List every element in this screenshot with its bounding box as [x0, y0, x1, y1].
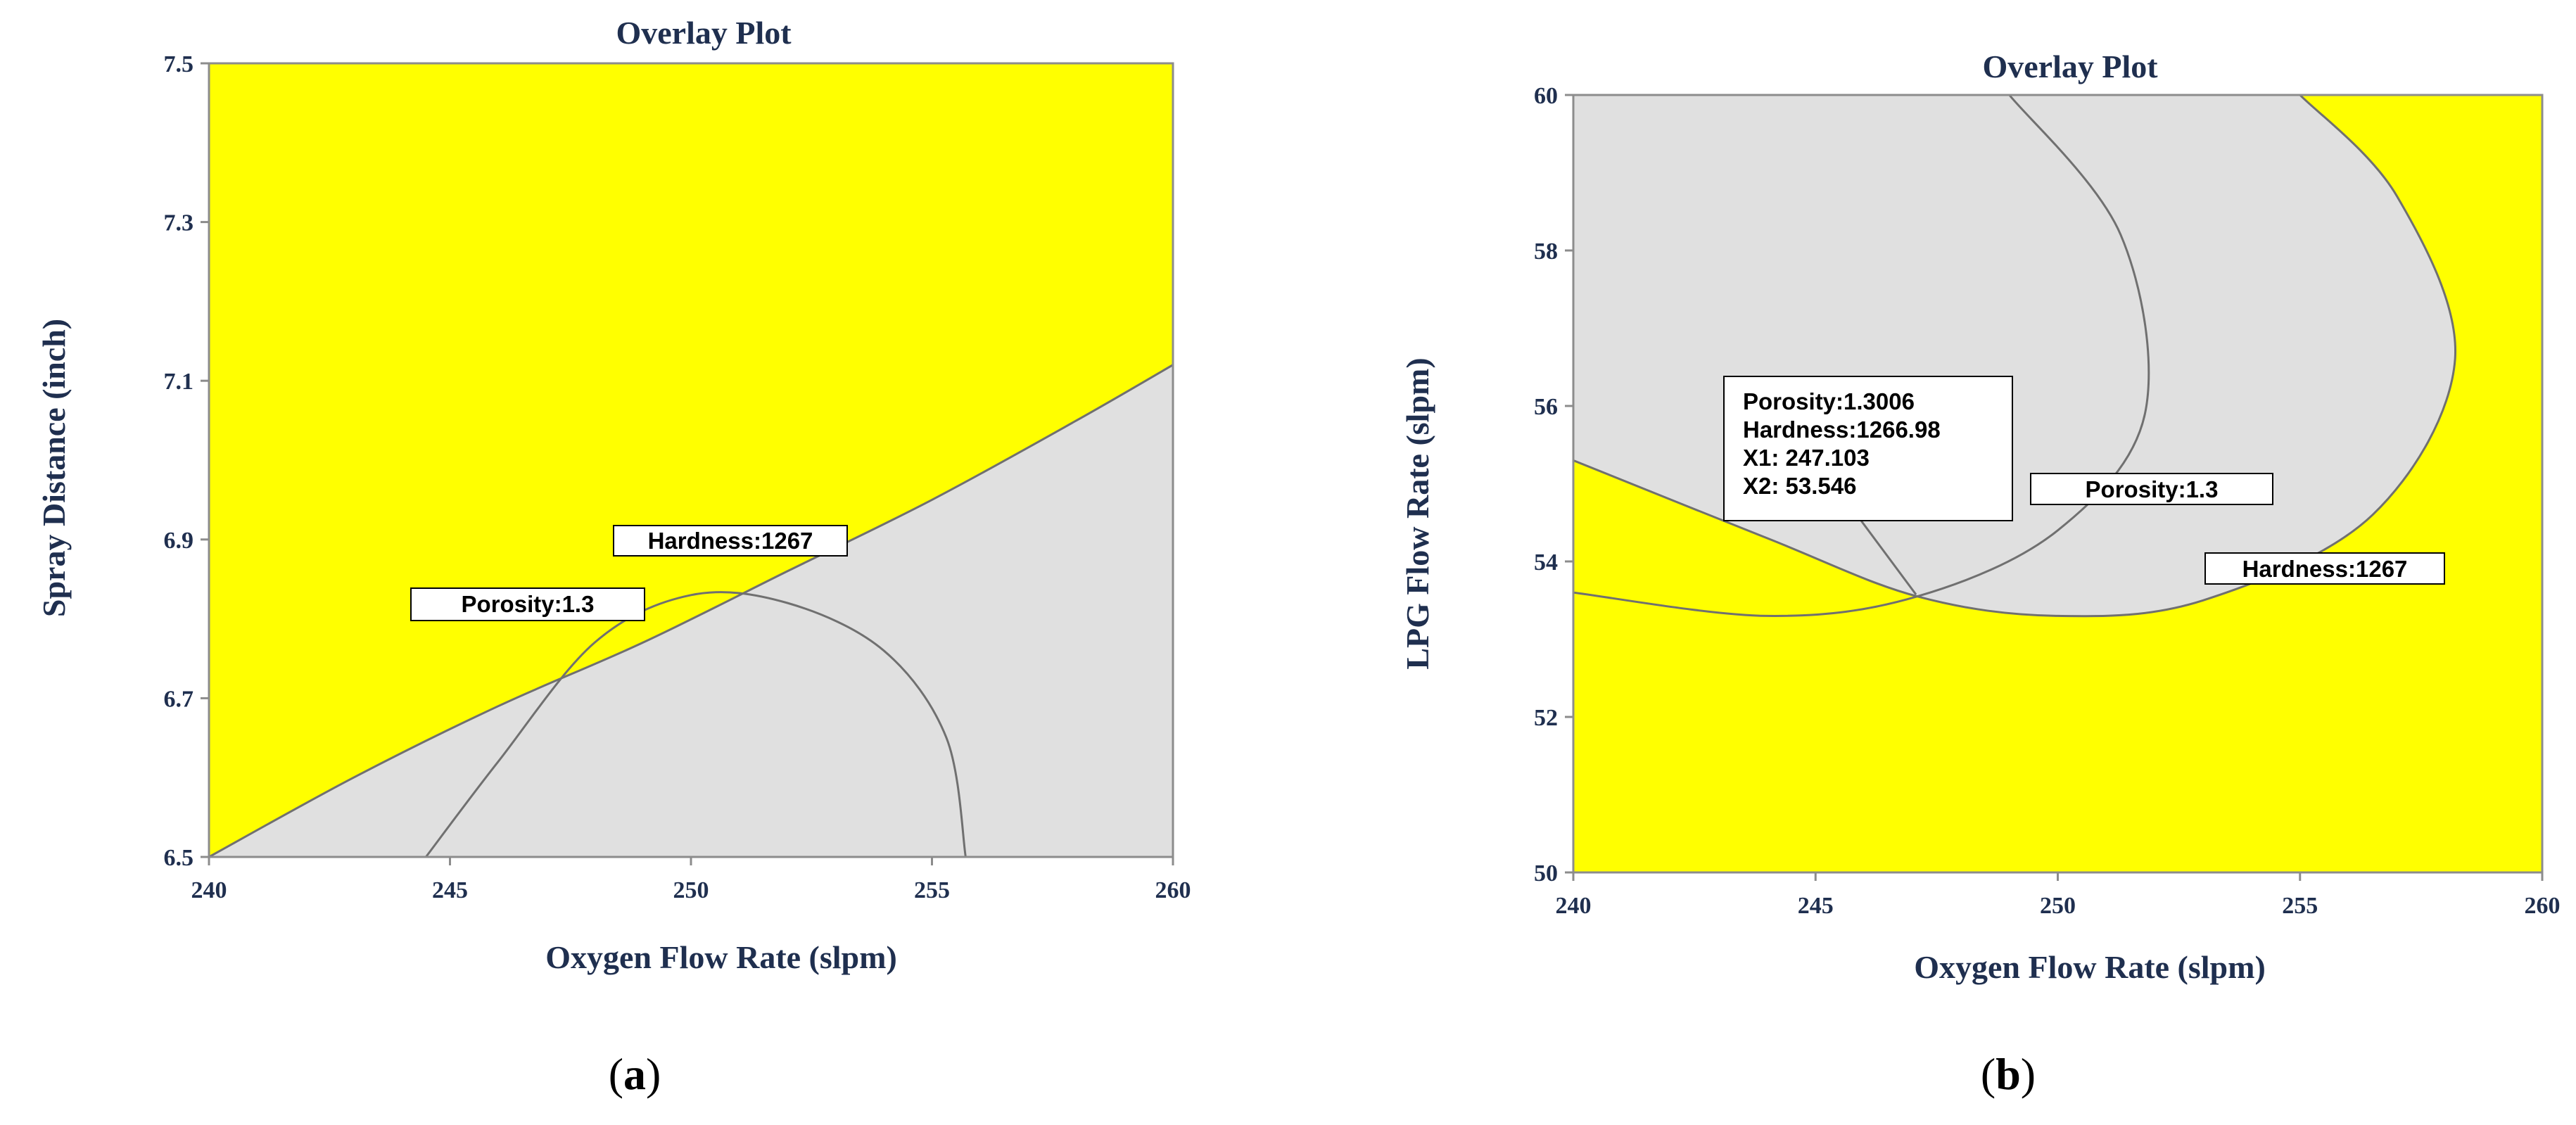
x-tick-label: 260: [1155, 877, 1191, 903]
svg-text:Hardness:1267: Hardness:1267: [648, 528, 813, 554]
svg-text:Porosity:1.3006: Porosity:1.3006: [1743, 388, 1915, 414]
y-tick-label: 7.3: [164, 210, 194, 236]
chart-b-y-axis-label: LPG Flow Rate (slpm): [1400, 357, 1435, 669]
chart-b-x-axis-label: Oxygen Flow Rate (slpm): [1914, 949, 2266, 985]
x-tick-label: 255: [914, 877, 950, 903]
svg-text:Hardness:1266.98: Hardness:1266.98: [1743, 417, 1941, 443]
chart-a-x-axis-label: Oxygen Flow Rate (slpm): [545, 939, 897, 975]
chart-a-porosity-label: Porosity:1.3: [410, 587, 645, 621]
y-tick-label: 7.5: [164, 51, 194, 77]
chart-a-y-ticks: 6.5 6.7 6.9 7.1 7.3 7.5: [164, 51, 209, 871]
chart-b-porosity-contour: [1573, 95, 2150, 617]
chart-a-y-axis-label: Spray Distance (inch): [36, 319, 72, 617]
x-tick-label: 240: [191, 877, 227, 903]
x-tick-label: 260: [2525, 893, 2561, 919]
chart-a-plot-area: [208, 62, 1174, 858]
svg-text:Porosity:1.3: Porosity:1.3: [2086, 476, 2219, 502]
x-tick-label: 250: [673, 877, 709, 903]
chart-a-hardness-label: Hardness:1267: [613, 525, 848, 557]
panel-label-a: (a): [609, 1049, 661, 1099]
chart-a-porosity-infeasible-region: [209, 364, 1173, 857]
chart-b-title: Overlay Plot: [1982, 49, 2158, 84]
y-tick-label: 58: [1534, 239, 1558, 265]
y-tick-label: 7.1: [164, 369, 194, 395]
chart-b-hardness-contour: [1573, 95, 2457, 618]
chart-b-hardness-label: Hardness:1267: [2204, 552, 2445, 585]
svg-text:Hardness:1267: Hardness:1267: [2242, 556, 2408, 582]
svg-text:X2: 53.546: X2: 53.546: [1743, 473, 1856, 499]
x-tick-label: 245: [1798, 893, 1834, 919]
y-tick-label: 6.7: [164, 686, 194, 712]
panel-label-b: (b): [1981, 1049, 2036, 1099]
chart-b-x-ticks: 240 245 250 255 260: [1556, 872, 2561, 919]
x-tick-label: 245: [432, 877, 468, 903]
y-tick-label: 52: [1534, 705, 1558, 731]
annotation-leader-line: [1860, 520, 1917, 595]
chart-a-title: Overlay Plot: [616, 15, 792, 51]
y-tick-label: 56: [1534, 394, 1558, 420]
chart-a-x-ticks: 240 245 250 255 260: [191, 857, 1191, 903]
x-tick-label: 250: [2040, 893, 2076, 919]
y-tick-label: 6.9: [164, 528, 194, 554]
svg-text:X1: 247.103: X1: 247.103: [1743, 445, 1870, 471]
y-tick-label: 50: [1534, 860, 1558, 886]
y-tick-label: 6.5: [164, 845, 194, 871]
chart-b-y-ticks: 50 52 54 56 58 60: [1534, 83, 1573, 886]
chart-a-porosity-contour: [209, 364, 1173, 857]
chart-b-point-annotation: Porosity:1.3006 Hardness:1266.98 X1: 247…: [1723, 376, 2013, 595]
chart-a-hardness-contour: [425, 591, 967, 857]
svg-text:Porosity:1.3: Porosity:1.3: [462, 591, 595, 617]
chart-a: Overlay Plot 240 245 250 255 260 6.5 6.7 6.9 7.…: [36, 15, 1191, 975]
x-tick-label: 240: [1556, 893, 1592, 919]
y-tick-label: 60: [1534, 83, 1558, 109]
y-tick-label: 54: [1534, 549, 1558, 576]
chart-b: Overlay Plot 240 245 250 255 260 50 52 54 56 58 6…: [1400, 49, 2561, 985]
x-tick-label: 255: [2282, 893, 2318, 919]
chart-b-porosity-label: Porosity:1.3: [2030, 473, 2273, 505]
